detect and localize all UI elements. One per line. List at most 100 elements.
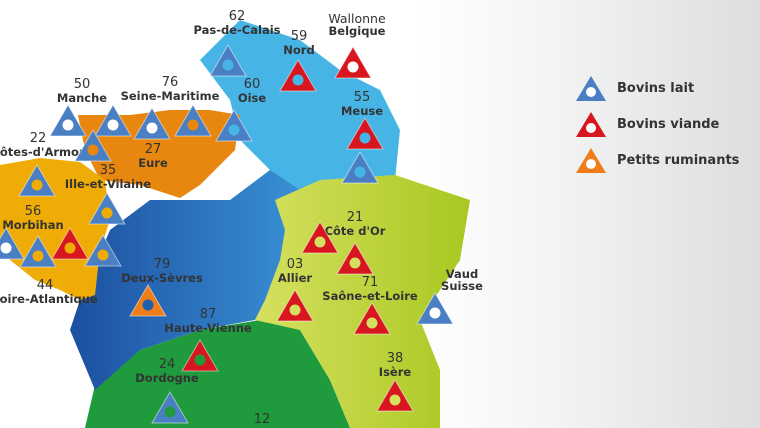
region-west-blue xyxy=(70,170,310,390)
department-label: 71 Saône-et-Loire xyxy=(322,276,417,302)
bovins-viande-triangle-icon xyxy=(279,59,317,92)
department-label: 38 Isère xyxy=(379,352,411,378)
department-label: 35 Ille-et-Vilaine xyxy=(65,164,151,190)
department-number: 35 xyxy=(99,163,117,178)
department-name: Loire-Atlantique xyxy=(0,291,98,306)
department-number: 21 xyxy=(346,210,364,225)
bovins-viande-triangle-icon xyxy=(346,117,384,150)
legend-label: Bovins viande xyxy=(617,116,720,132)
department-name: Seine-Maritime xyxy=(120,88,220,103)
bovins-viande-triangle-icon xyxy=(276,289,314,322)
bovins-lait-triangle-icon xyxy=(0,227,25,260)
bovins-viande-triangle-icon xyxy=(336,242,374,275)
bovins-lait-triangle-icon xyxy=(94,104,132,137)
department-number: 87 xyxy=(199,307,217,322)
blue-triangle-icon xyxy=(576,76,606,101)
department-label: 22 Côtes-d'Armor xyxy=(0,132,85,158)
department-number: 59 xyxy=(290,29,308,44)
legend-item-bovins-lait: Bovins lait xyxy=(575,70,739,106)
bovins-viande-triangle-icon xyxy=(51,227,89,260)
department-number: Vaud xyxy=(445,267,479,281)
bovins-lait-triangle-icon xyxy=(416,292,454,325)
bovins-viande-triangle-icon xyxy=(301,221,339,254)
department-name: Nord xyxy=(283,42,315,57)
department-label: 55 Meuse xyxy=(341,91,383,117)
bovins-lait-triangle-icon xyxy=(215,109,253,142)
department-number: Wallonne xyxy=(328,11,386,26)
department-number: 27 xyxy=(144,142,162,157)
department-name: Côte d'Or xyxy=(324,223,386,238)
department-label: 59 Nord xyxy=(283,30,314,56)
legend-label: Bovins lait xyxy=(617,80,695,96)
department-number: 03 xyxy=(286,257,304,272)
department-number: 44 xyxy=(36,278,54,293)
department-number: 12 xyxy=(253,412,271,427)
department-label: 87 Haute-Vienne xyxy=(164,308,251,334)
bovins-viande-triangle-icon xyxy=(334,46,372,79)
department-name: Eure xyxy=(138,155,168,170)
department-label: 21 Côte d'Or xyxy=(325,211,386,237)
legend-label: Petits ruminants xyxy=(617,152,740,168)
department-label: Wallonne Belgique xyxy=(328,12,385,37)
department-name: Deux-Sèvres xyxy=(121,270,203,285)
department-number: 76 xyxy=(161,75,179,90)
orange-triangle-icon xyxy=(576,148,606,173)
legend-item-petits-ruminants: Petits ruminants xyxy=(575,142,739,178)
department-number: 60 xyxy=(243,77,261,92)
department-name: Meuse xyxy=(340,103,384,118)
department-number: 55 xyxy=(353,90,371,105)
department-number: 62 xyxy=(228,9,246,24)
region-south-green xyxy=(85,320,350,428)
department-label: 56 Morbihan xyxy=(2,205,63,231)
department-label: 12 xyxy=(254,413,271,427)
department-name: Ille-et-Vilaine xyxy=(64,176,152,191)
department-name: Suisse xyxy=(441,279,483,294)
department-name: Oise xyxy=(237,90,267,105)
department-name: Saône-et-Loire xyxy=(322,288,418,303)
legend-item-bovins-viande: Bovins viande xyxy=(575,106,739,142)
bovins-lait-triangle-icon xyxy=(74,129,112,162)
department-label: 62 Pas-de-Calais xyxy=(194,10,281,36)
department-name: Morbihan xyxy=(2,217,64,232)
department-name: Haute-Vienne xyxy=(164,320,252,335)
bovins-viande-triangle-icon xyxy=(181,339,219,372)
bovins-viande-triangle-icon xyxy=(353,302,391,335)
department-name: Allier xyxy=(277,270,313,285)
department-name: Belgique xyxy=(328,24,386,39)
department-name: Isère xyxy=(378,364,412,379)
department-number: 38 xyxy=(386,351,404,366)
department-name: Dordogne xyxy=(135,370,199,385)
department-name: Pas-de-Calais xyxy=(193,22,281,37)
department-label: Vaud Suisse xyxy=(441,268,483,292)
bovins-lait-triangle-icon xyxy=(84,234,122,267)
bovins-lait-triangle-icon xyxy=(49,104,87,137)
department-label: 60 Oise xyxy=(238,78,266,104)
department-label: 24 Dordogne xyxy=(135,358,198,384)
bovins-lait-triangle-icon xyxy=(18,164,56,197)
red-triangle-icon xyxy=(576,112,606,137)
department-number: 24 xyxy=(158,357,176,372)
department-number: 79 xyxy=(153,257,171,272)
department-label: 27 Eure xyxy=(138,143,168,169)
bovins-viande-triangle-icon xyxy=(376,379,414,412)
bovins-lait-triangle-icon xyxy=(174,104,212,137)
bovins-lait-triangle-icon xyxy=(88,192,126,225)
department-label: 76 Seine-Maritime xyxy=(121,76,220,102)
region-east-lightgreen xyxy=(255,175,470,428)
department-label: 44 Loire-Atlantique xyxy=(0,279,98,305)
bovins-lait-triangle-icon xyxy=(133,107,171,140)
department-number: 22 xyxy=(29,131,47,146)
department-number: 56 xyxy=(24,204,42,219)
bovins-lait-triangle-icon xyxy=(209,44,247,77)
department-label: 03 Allier xyxy=(278,258,312,284)
department-label: 50 Manche xyxy=(57,78,107,104)
bovins-lait-triangle-icon xyxy=(151,391,189,424)
bovins-lait-triangle-icon xyxy=(341,151,379,184)
department-label: 79 Deux-Sèvres xyxy=(121,258,203,284)
bovins-lait-triangle-icon xyxy=(19,235,57,268)
department-number: 50 xyxy=(73,77,91,92)
petits-ruminants-triangle-icon xyxy=(129,284,167,317)
department-number: 71 xyxy=(361,275,379,290)
department-name: Côtes-d'Armor xyxy=(0,144,85,159)
